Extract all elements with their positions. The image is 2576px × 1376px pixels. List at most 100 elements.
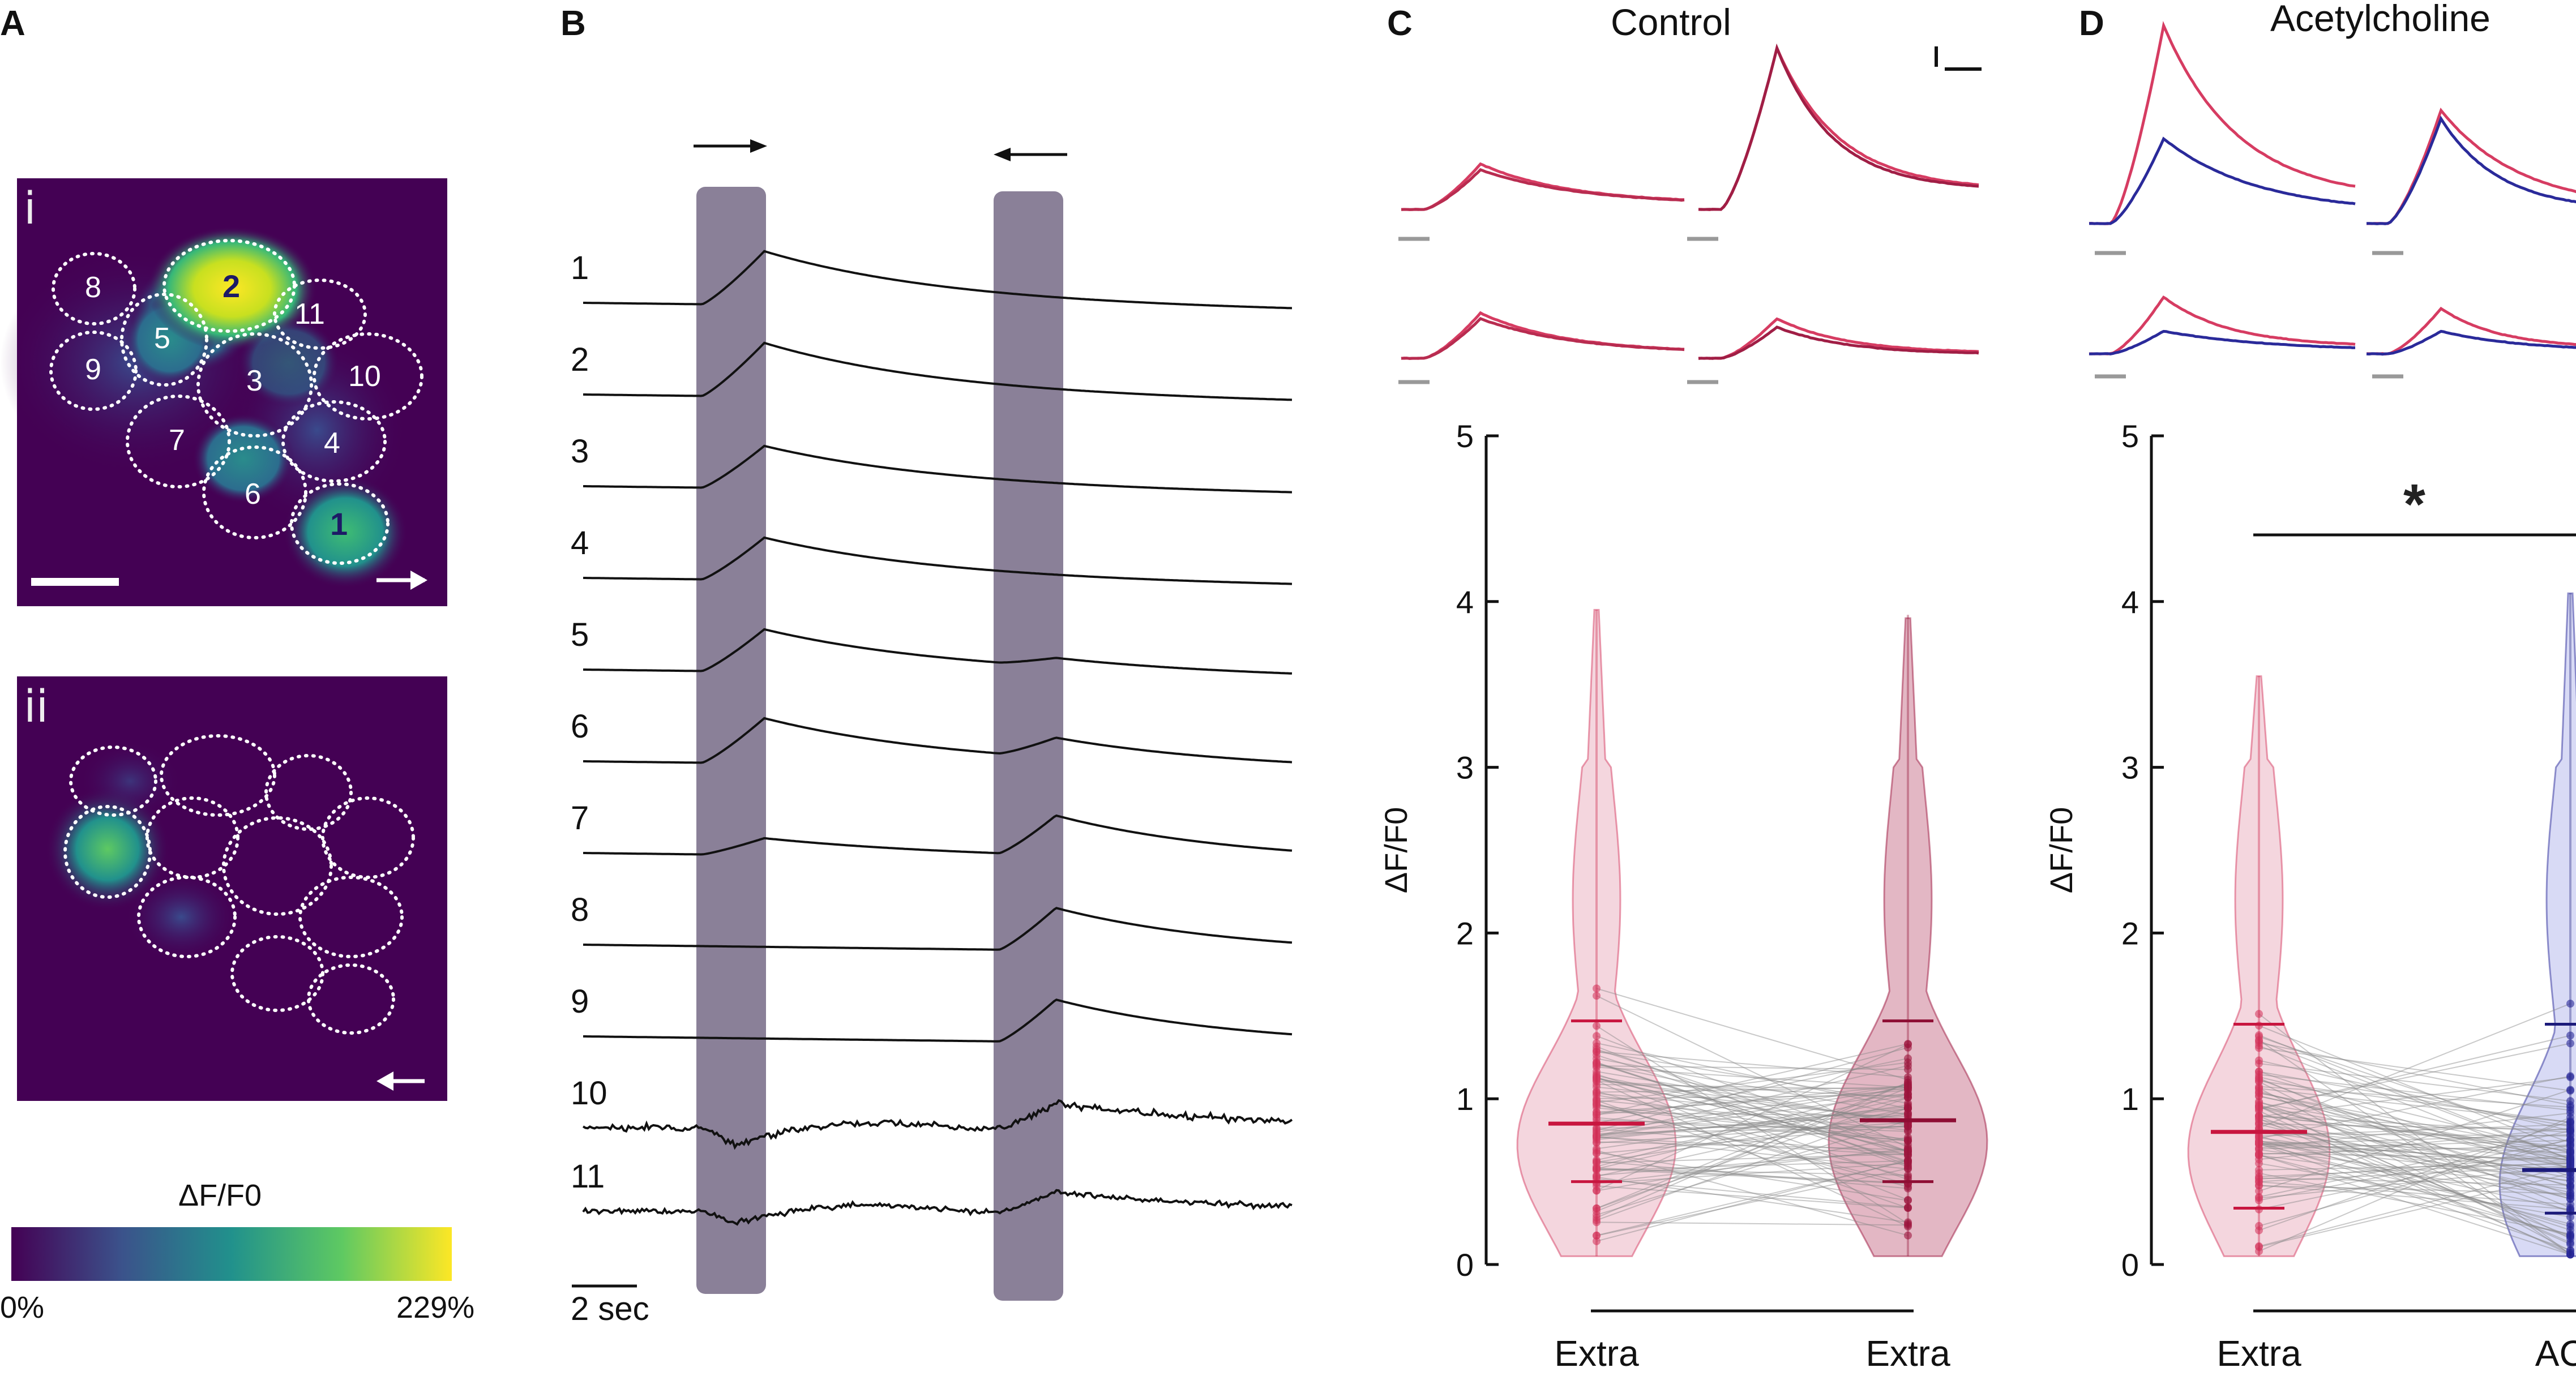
- paired-line: [2258, 1092, 2571, 1153]
- paired-line: [1596, 1077, 1909, 1152]
- paired-line: [1596, 1086, 1909, 1120]
- paired-line: [1596, 1148, 1909, 1184]
- paired-line: [1596, 988, 1909, 1081]
- paired-line: [1596, 1163, 1909, 1184]
- trace-label: 11: [571, 1158, 605, 1195]
- paired-line: [2258, 1124, 2571, 1137]
- calcium-trace: [583, 250, 1293, 310]
- data-point: [2566, 1213, 2574, 1221]
- calcium-trace: [583, 998, 1293, 1043]
- example-trace: [2366, 329, 2576, 356]
- data-point: [1904, 1040, 1912, 1048]
- trace-label: 7: [571, 800, 589, 837]
- paired-line: [1596, 1167, 1909, 1184]
- data-point: [1593, 1165, 1601, 1173]
- paired-line: [1596, 1100, 1909, 1209]
- paired-line: [1596, 1137, 1909, 1156]
- paired-line: [2258, 1071, 2571, 1128]
- panel-d-title: Acetylcholine: [2270, 0, 2491, 39]
- paired-line: [1596, 1152, 1909, 1201]
- paired-line: [2258, 1088, 2571, 1123]
- paired-line: [2258, 1025, 2571, 1152]
- data-point: [1904, 1182, 1912, 1191]
- colorbar-title: ΔF/F0: [178, 1178, 262, 1212]
- paired-line: [1596, 1221, 1909, 1226]
- paired-line: [2258, 1115, 2571, 1148]
- cell-label-1: 1: [330, 506, 348, 542]
- arrow-left-icon: [376, 1071, 425, 1091]
- cell-label-2: 2: [222, 268, 240, 304]
- paired-line: [2258, 1036, 2571, 1143]
- panel-c: Control 0 1 2 3 4 5 ΔF/F0 Extra Extra: [1378, 1, 1988, 1374]
- paired-line: [1596, 1168, 1909, 1176]
- paired-line: [1596, 1062, 1909, 1103]
- paired-line: [1596, 1135, 1909, 1170]
- data-point: [2255, 1242, 2263, 1250]
- paired-line: [1596, 1058, 1909, 1116]
- paired-line: [1596, 1025, 1909, 1224]
- y-tick-label: 3: [1456, 750, 1474, 786]
- paired-line: [2258, 1096, 2571, 1158]
- paired-line: [2258, 1143, 2571, 1225]
- paired-line: [2258, 1104, 2571, 1200]
- paired-line: [2258, 1087, 2571, 1251]
- panel-a: 8 2 11 5 9 3 10 7 4 6 1 i: [0, 178, 474, 1324]
- paired-line: [2258, 1177, 2571, 1186]
- paired-line: [2258, 1074, 2571, 1111]
- data-point: [2255, 1056, 2263, 1065]
- paired-line: [2258, 1143, 2571, 1251]
- paired-line: [1596, 1086, 1909, 1093]
- paired-line: [2258, 1142, 2571, 1163]
- data-point: [2255, 1088, 2263, 1097]
- data-point: [1593, 984, 1601, 993]
- y-tick-label: 0: [1456, 1247, 1474, 1283]
- example-trace: [2089, 329, 2356, 355]
- paired-line: [2258, 1118, 2571, 1254]
- x-category-label: Extra: [2216, 1333, 2301, 1374]
- paired-line: [2258, 1123, 2571, 1131]
- paired-line: [2258, 1092, 2571, 1162]
- cell-label-7: 7: [169, 424, 185, 457]
- violin-plot-acetylcholine: 0 1 2 3 4 5 ΔF/F0 Extra ACh: [2043, 418, 2576, 1374]
- paired-line: [2258, 1078, 2571, 1197]
- paired-line: [1596, 1105, 1909, 1140]
- data-point: [1593, 1216, 1601, 1224]
- paired-line: [1596, 1077, 1909, 1152]
- trace-label: 1: [571, 250, 589, 286]
- paired-line: [2258, 1142, 2571, 1237]
- paired-line: [1596, 1042, 1909, 1109]
- data-point: [2566, 1233, 2574, 1241]
- paired-line: [1596, 1150, 1909, 1176]
- paired-line: [2258, 1149, 2571, 1190]
- example-trace: [1698, 317, 1979, 360]
- panel-label-c: C: [1387, 4, 1413, 43]
- paired-line: [1596, 1094, 1909, 1146]
- example-trace: [2367, 306, 2576, 356]
- data-point: [2255, 1031, 2263, 1039]
- paired-line: [2258, 1106, 2571, 1244]
- paired-line: [2258, 1080, 2571, 1123]
- panel-label-d: D: [2079, 4, 2104, 43]
- data-point: [2566, 1181, 2574, 1189]
- paired-line: [1596, 1106, 1909, 1141]
- paired-line: [2258, 1090, 2571, 1188]
- trace-label: 6: [571, 708, 589, 745]
- paired-line: [2258, 1165, 2571, 1182]
- trace-label: 4: [571, 525, 589, 561]
- y-tick-label: 1: [1456, 1081, 1474, 1117]
- paired-line: [1596, 1092, 1909, 1124]
- paired-line: [1596, 1112, 1909, 1137]
- example-trace: [1401, 168, 1685, 211]
- data-point: [2255, 1221, 2263, 1230]
- data-point: [1904, 1104, 1912, 1112]
- paired-line: [1596, 1103, 1909, 1188]
- paired-line: [1596, 1092, 1909, 1137]
- data-point: [2255, 1101, 2263, 1110]
- paired-line: [1596, 1048, 1909, 1152]
- data-point: [1904, 1231, 1912, 1240]
- example-traces: [1398, 43, 1979, 384]
- data-point: [1904, 1109, 1912, 1118]
- violin: [1516, 608, 1677, 1257]
- data-point: [2255, 1132, 2263, 1141]
